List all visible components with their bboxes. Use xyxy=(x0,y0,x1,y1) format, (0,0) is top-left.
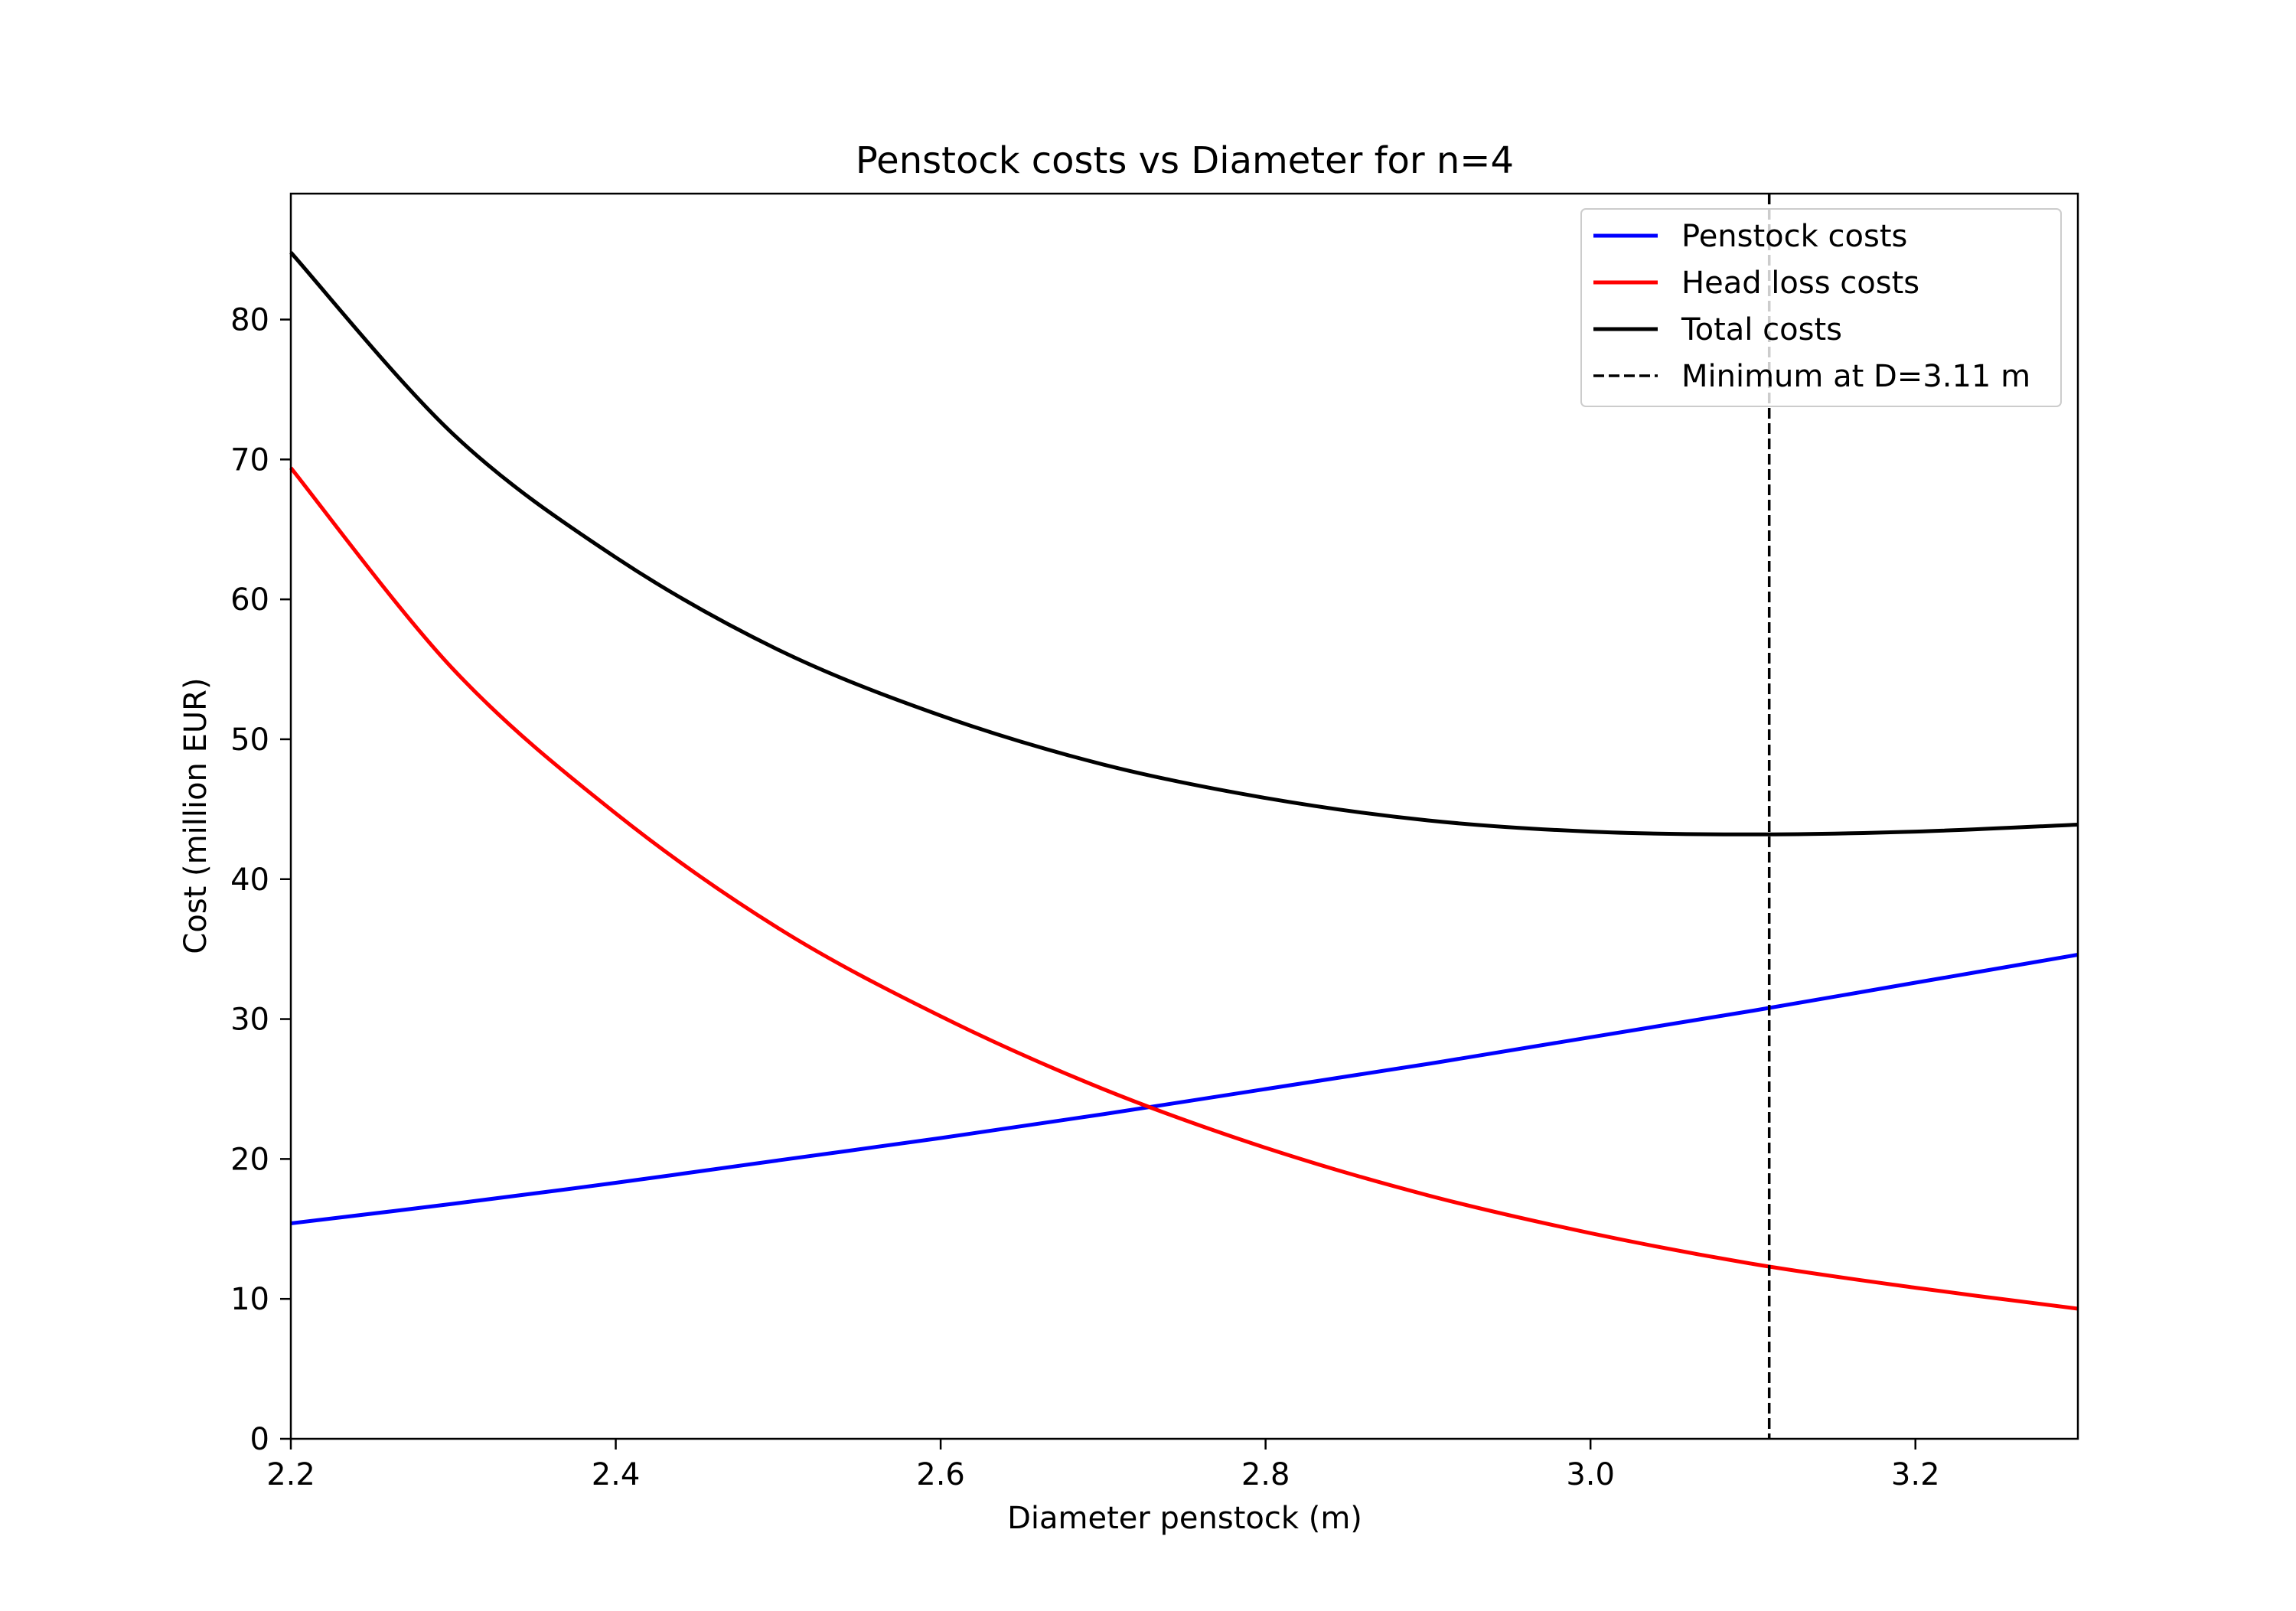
chart-title: Penstock costs vs Diameter for n=4 xyxy=(856,139,1514,182)
y-tick-label: 30 xyxy=(230,1003,269,1038)
y-axis-label: Cost (million EUR) xyxy=(178,677,214,954)
y-tick-label: 40 xyxy=(230,863,269,898)
series-line-head-loss-costs xyxy=(289,466,2079,1311)
y-tick-label: 70 xyxy=(230,442,269,478)
x-tick-label: 2.8 xyxy=(1241,1457,1290,1492)
x-tick-label: 3.2 xyxy=(1891,1457,1940,1492)
legend-label-minimum-at-d-3-11-m: Minimum at D=3.11 m xyxy=(1681,359,2030,394)
y-axis: 0 10 20 30 40 50 60 70 80 xyxy=(230,303,291,1457)
x-tick-label: 2.2 xyxy=(266,1457,315,1492)
x-axis: 2.2 2.4 2.6 2.8 3.0 3.2 xyxy=(266,1439,1940,1492)
x-axis-label: Diameter penstock (m) xyxy=(1007,1501,1362,1536)
y-tick-label: 10 xyxy=(230,1282,269,1317)
y-tick-label: 0 xyxy=(250,1422,269,1457)
legend: Penstock costs Head loss costs Total costs… xyxy=(1580,208,2062,407)
legend-box xyxy=(1580,208,2062,407)
x-tick-label: 3.0 xyxy=(1566,1457,1615,1492)
series-line-penstock-costs xyxy=(290,953,2079,1225)
legend-label-head-loss-costs: Head loss costs xyxy=(1681,266,1919,301)
x-tick-label: 2.6 xyxy=(916,1457,965,1492)
y-tick-label: 50 xyxy=(230,722,269,758)
legend-entries: Penstock costs Head loss costs Total costs… xyxy=(1593,219,2030,394)
legend-label-total-costs: Total costs xyxy=(1681,312,1842,347)
y-tick-label: 20 xyxy=(230,1142,269,1177)
x-tick-label: 2.4 xyxy=(592,1457,641,1492)
y-tick-label: 60 xyxy=(230,582,269,618)
legend-label-penstock-costs: Penstock costs xyxy=(1681,219,1907,254)
plot-frame xyxy=(289,192,2079,1440)
y-tick-label: 80 xyxy=(230,303,269,338)
series-line-total-costs xyxy=(289,251,2079,836)
